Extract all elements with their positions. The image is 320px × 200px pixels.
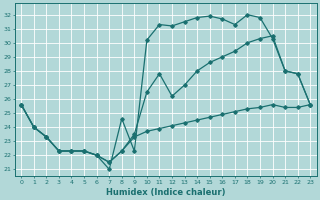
X-axis label: Humidex (Indice chaleur): Humidex (Indice chaleur) <box>106 188 226 197</box>
